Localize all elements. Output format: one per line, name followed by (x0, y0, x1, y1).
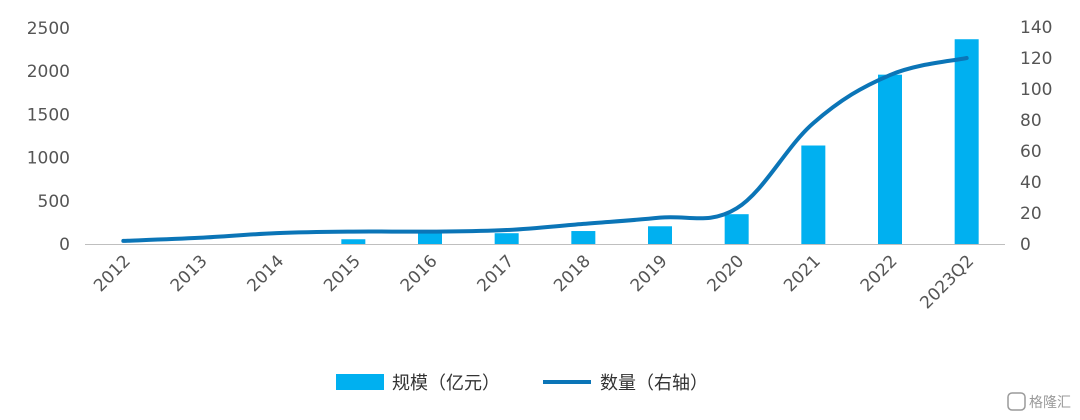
line-series (121, 56, 969, 243)
series-line (121, 56, 969, 243)
watermark-logo-icon (1007, 392, 1026, 411)
left-axis-ticks: 0 500 1000 1500 2000 2500 (27, 19, 70, 255)
right-tick-label: 140 (1020, 18, 1052, 38)
bar (954, 39, 979, 245)
x-tick-label: 2014 (243, 251, 288, 296)
legend-bar-label: 规模（亿元） (392, 373, 500, 394)
watermark: 格隆汇 (1007, 392, 1071, 411)
left-tick-label: 1000 (27, 149, 70, 169)
bar-series (341, 39, 979, 245)
right-tick-label: 20 (1020, 204, 1042, 224)
bar (571, 231, 596, 244)
legend-bar-swatch (336, 374, 384, 390)
right-tick-label: 100 (1020, 80, 1052, 100)
left-tick-label: 1500 (27, 105, 70, 125)
x-tick-label: 2012 (90, 251, 135, 296)
right-tick-label: 40 (1020, 173, 1042, 193)
x-tick-label: 2018 (550, 251, 595, 296)
right-tick-label: 120 (1020, 49, 1052, 69)
right-tick-label: 60 (1020, 142, 1042, 162)
bar (418, 232, 442, 244)
bar (801, 145, 826, 244)
bar (341, 239, 366, 244)
x-tick-label: 2023Q2 (916, 251, 978, 313)
left-tick-label: 2500 (27, 19, 70, 39)
bar (648, 226, 672, 244)
left-tick-label: 500 (38, 192, 70, 212)
x-tick-label: 2013 (167, 251, 212, 296)
bar (724, 214, 749, 244)
x-tick-label: 2016 (397, 251, 442, 296)
legend: 规模（亿元） 数量（右轴） (336, 373, 708, 394)
watermark-text: 格隆汇 (1029, 395, 1071, 411)
x-tick-label: 2019 (627, 251, 672, 296)
bar (878, 74, 902, 244)
right-tick-label: 80 (1020, 111, 1042, 131)
left-tick-label: 0 (59, 235, 70, 255)
x-tick-label: 2020 (703, 251, 748, 296)
left-tick-label: 2000 (27, 62, 70, 82)
x-tick-label: 2015 (320, 251, 365, 296)
x-tick-label: 2017 (473, 251, 518, 296)
bar (494, 233, 519, 244)
right-axis-ticks: 0 20 40 60 80 100 120 140 (1020, 18, 1052, 255)
legend-line-label: 数量（右轴） (600, 373, 708, 394)
x-axis-ticks: 2012 2013 2014 2015 2016 2017 2018 2019 2020 2021… (90, 251, 978, 313)
x-tick-label: 2022 (857, 251, 902, 296)
right-tick-label: 0 (1020, 235, 1031, 255)
x-tick-label: 2021 (780, 251, 825, 296)
